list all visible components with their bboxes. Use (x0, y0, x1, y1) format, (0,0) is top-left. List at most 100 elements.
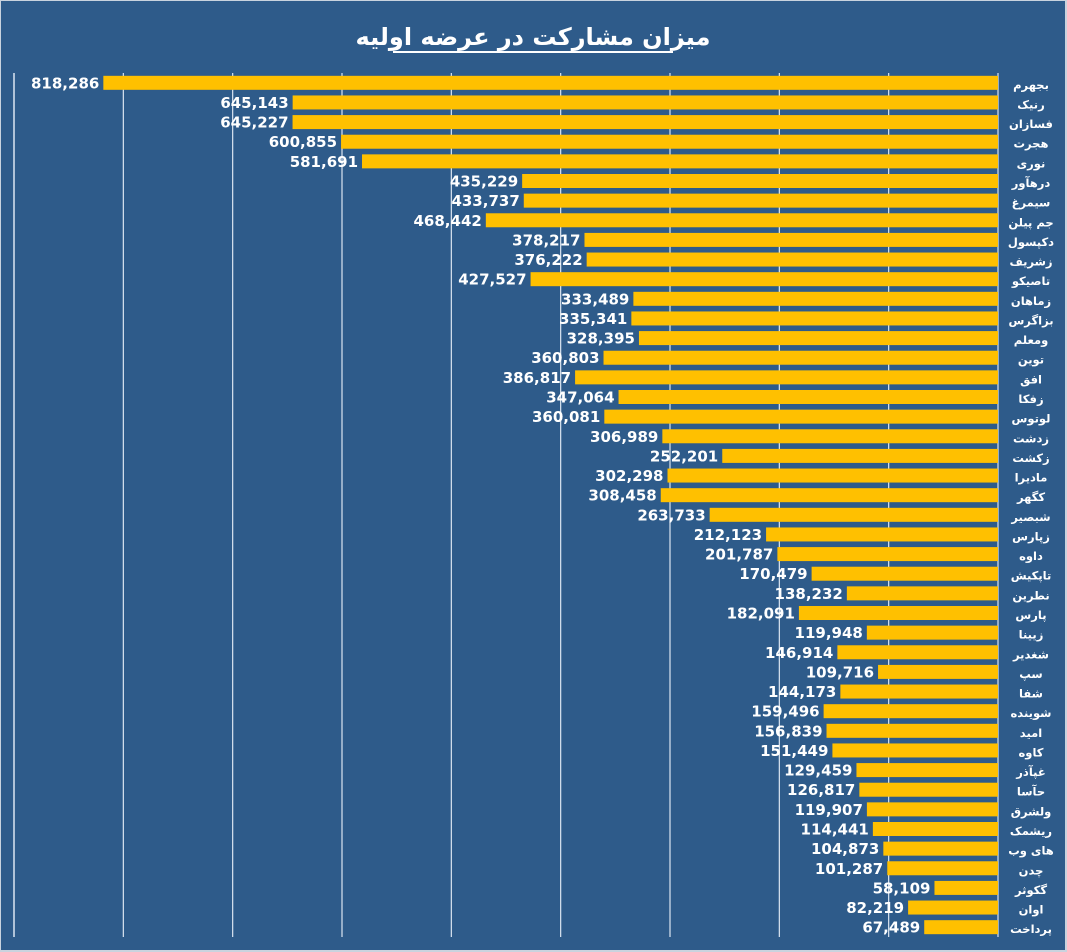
bar (530, 272, 998, 287)
data-label: 433,737 (451, 192, 519, 210)
data-label: 306,989 (590, 428, 658, 446)
bar (709, 507, 998, 522)
category-label: هجرت (1014, 137, 1049, 151)
data-label: 645,143 (220, 94, 288, 112)
category-label: بجهرم (1013, 78, 1049, 92)
category-label: زدشت (1013, 431, 1049, 445)
bar (603, 350, 998, 365)
data-label: 170,479 (739, 565, 807, 583)
data-label: 156,839 (754, 722, 822, 740)
bar (292, 95, 998, 110)
bar (823, 704, 998, 719)
data-label: 378,217 (512, 231, 580, 249)
category-label: امید (1020, 726, 1042, 740)
category-label: نطرین (1012, 588, 1049, 602)
category-label: مادیرا (1015, 471, 1048, 485)
data-label: 347,064 (546, 389, 614, 407)
bar (584, 232, 998, 247)
bar (485, 213, 998, 228)
data-label: 263,733 (637, 506, 705, 524)
category-label: چدن (1019, 863, 1044, 877)
data-label: 201,787 (705, 546, 773, 564)
bar (575, 370, 998, 385)
bar (798, 606, 998, 620)
bar (924, 920, 998, 935)
bar (362, 154, 999, 169)
bar (522, 174, 998, 188)
data-label: 600,855 (269, 133, 337, 151)
data-label: 360,081 (532, 408, 600, 426)
category-label: درهآور (1011, 176, 1051, 191)
data-label: 427,527 (458, 271, 526, 289)
category-label: جم پیلن (1008, 215, 1053, 229)
bar (631, 311, 998, 326)
bar (341, 134, 998, 149)
category-label: فسازان (1009, 117, 1053, 131)
data-label: 212,123 (694, 526, 762, 544)
bar (832, 743, 998, 758)
data-label: 818,286 (31, 74, 99, 92)
bar (766, 527, 998, 542)
category-label: ومعلم (1014, 333, 1048, 348)
bar (633, 291, 998, 306)
category-label: سپ (1019, 667, 1042, 681)
category-label: سیمرغ (1012, 196, 1051, 210)
data-label: 159,496 (751, 703, 819, 721)
bar (604, 409, 998, 424)
bar (811, 566, 998, 581)
bar (859, 782, 998, 797)
bar (292, 115, 998, 130)
category-label: توین (1018, 353, 1044, 368)
bar (887, 861, 998, 876)
chart-title: میزان مشارکت در عرضه اولیه (356, 23, 711, 51)
bar (837, 645, 998, 660)
category-label: شفا (1019, 687, 1043, 701)
data-label: 581,691 (290, 153, 358, 171)
category-label: تاپکیش (1011, 569, 1052, 583)
category-label: زپارس (1012, 529, 1050, 543)
category-label: پارس (1015, 608, 1046, 622)
category-label: اوان (1019, 903, 1044, 918)
bar (878, 664, 998, 679)
data-label: 67,489 (862, 919, 920, 937)
data-label: 333,489 (561, 290, 629, 308)
category-label: های وب (1008, 844, 1054, 859)
data-label: 146,914 (765, 644, 833, 662)
data-label: 468,442 (414, 212, 482, 230)
category-label: شبصیر (1010, 510, 1050, 524)
bar (777, 547, 998, 562)
data-label: 109,716 (806, 663, 874, 681)
category-label: زفکا (1018, 392, 1043, 406)
category-label: نوری (1017, 156, 1046, 171)
bar (840, 684, 998, 699)
data-label: 129,459 (784, 762, 852, 780)
data-label: 101,287 (815, 860, 883, 878)
category-label: تاصیکو (1011, 274, 1050, 289)
data-label: 328,395 (567, 330, 635, 348)
data-label: 360,803 (531, 349, 599, 367)
bar (866, 802, 998, 817)
category-label: پرداخت (1010, 922, 1052, 936)
bar (662, 429, 998, 444)
category-label: شوینده (1011, 706, 1052, 721)
category-label: ریشمک (1010, 824, 1052, 838)
data-label: 58,109 (873, 879, 931, 897)
category-label: غپآذر (1015, 765, 1045, 779)
bar (908, 900, 998, 915)
category-label: ولشرق (1011, 804, 1052, 819)
category-label: گکوثر (1014, 883, 1047, 898)
data-label: 114,441 (801, 821, 869, 839)
data-label: 119,948 (795, 624, 863, 642)
data-label: 308,458 (588, 487, 656, 505)
data-label: 645,227 (220, 114, 288, 132)
category-label: شغدیر (1012, 647, 1049, 661)
category-label: حآسا (1017, 785, 1045, 799)
bar (103, 75, 998, 90)
category-label: دکپسول (1008, 235, 1054, 250)
data-label: 182,091 (727, 605, 795, 623)
bar (872, 822, 998, 836)
data-label: 335,341 (559, 310, 627, 328)
data-label: 126,817 (787, 781, 855, 799)
data-label: 119,907 (795, 801, 863, 819)
